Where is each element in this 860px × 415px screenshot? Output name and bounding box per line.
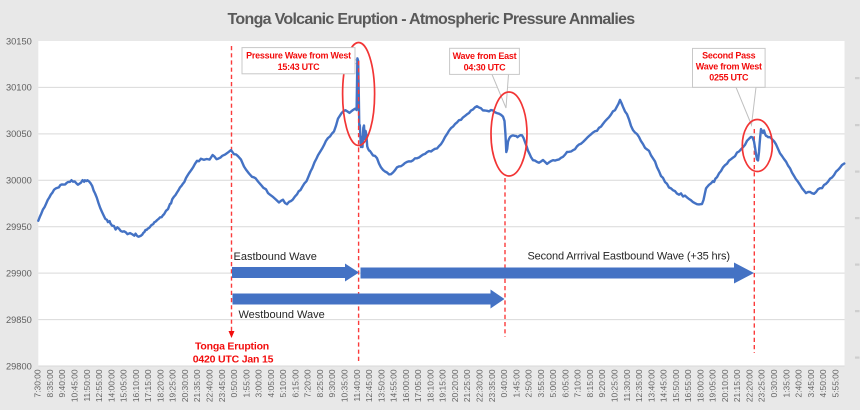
svg-text:3:00:00: 3:00:00 — [254, 369, 264, 397]
svg-text:0420 UTC Jan 15: 0420 UTC Jan 15 — [193, 354, 274, 366]
svg-text:15:43 UTC: 15:43 UTC — [278, 62, 321, 72]
svg-text:22:30:00: 22:30:00 — [475, 369, 485, 402]
svg-text:15:05:00: 15:05:00 — [119, 369, 129, 402]
svg-text:22:40:00: 22:40:00 — [205, 369, 215, 402]
svg-text:18:00:00: 18:00:00 — [695, 369, 705, 402]
svg-text:04:30 UTC: 04:30 UTC — [464, 63, 507, 73]
svg-text:1:55:00: 1:55:00 — [241, 369, 251, 397]
svg-text:5:00:00: 5:00:00 — [548, 369, 558, 397]
svg-text:0:40:00: 0:40:00 — [499, 369, 509, 397]
svg-text:20:20:00: 20:20:00 — [450, 369, 460, 402]
svg-text:18:10:00: 18:10:00 — [425, 369, 435, 402]
svg-text:11:40:00: 11:40:00 — [352, 369, 362, 401]
svg-text:30050: 30050 — [6, 129, 32, 139]
svg-text:19:25:00: 19:25:00 — [168, 369, 178, 402]
svg-text:12:35:00: 12:35:00 — [634, 369, 644, 402]
svg-text:12:45:00: 12:45:00 — [364, 369, 374, 402]
svg-text:9:40:00: 9:40:00 — [57, 369, 67, 397]
svg-text:6:15:00: 6:15:00 — [290, 369, 300, 397]
svg-text:9:30:00: 9:30:00 — [327, 369, 337, 397]
svg-text:30150: 30150 — [6, 36, 32, 46]
svg-text:0:30:00: 0:30:00 — [769, 369, 779, 397]
svg-text:2:50:00: 2:50:00 — [524, 369, 534, 397]
svg-text:Second Arrrival Eastbound Wave: Second Arrrival Eastbound Wave (+35 hrs) — [528, 251, 730, 263]
svg-text:20:10:00: 20:10:00 — [720, 369, 730, 402]
svg-text:21:15:00: 21:15:00 — [732, 369, 742, 402]
svg-text:23:35:00: 23:35:00 — [487, 369, 497, 402]
svg-text:5:10:00: 5:10:00 — [278, 369, 288, 397]
svg-text:Second Pass: Second Pass — [702, 50, 756, 60]
svg-text:7:20:00: 7:20:00 — [303, 369, 313, 397]
svg-text:19:15:00: 19:15:00 — [438, 369, 448, 402]
svg-text:8:25:00: 8:25:00 — [315, 369, 325, 397]
svg-text:29900: 29900 — [6, 268, 32, 278]
svg-text:Wave from West: Wave from West — [696, 62, 762, 72]
svg-text:Westbound Wave: Westbound Wave — [239, 309, 325, 321]
svg-text:8:35:00: 8:35:00 — [45, 369, 55, 397]
svg-text:0255 UTC: 0255 UTC — [709, 72, 749, 82]
svg-text:10:45:00: 10:45:00 — [70, 369, 80, 402]
svg-text:5:55:00: 5:55:00 — [830, 369, 840, 397]
svg-text:Tonga Eruption: Tonga Eruption — [195, 341, 269, 353]
svg-text:1:45:00: 1:45:00 — [511, 369, 521, 397]
svg-text:13:40:00: 13:40:00 — [646, 369, 656, 402]
svg-text:10:35:00: 10:35:00 — [340, 369, 350, 402]
svg-text:29800: 29800 — [6, 361, 32, 371]
svg-text:16:55:00: 16:55:00 — [683, 369, 693, 402]
svg-text:20:30:00: 20:30:00 — [180, 369, 190, 402]
svg-text:1:35:00: 1:35:00 — [781, 369, 791, 397]
svg-text:14:55:00: 14:55:00 — [389, 369, 399, 402]
svg-text:11:50:00: 11:50:00 — [82, 369, 92, 401]
svg-text:Pressure Wave from West: Pressure Wave from West — [246, 50, 351, 60]
svg-text:15:50:00: 15:50:00 — [671, 369, 681, 402]
svg-text:18:20:00: 18:20:00 — [155, 369, 165, 402]
svg-text:22:20:00: 22:20:00 — [745, 369, 755, 402]
svg-text:3:55:00: 3:55:00 — [536, 369, 546, 397]
svg-text:8:15:00: 8:15:00 — [585, 369, 595, 397]
svg-text:6:05:00: 6:05:00 — [560, 369, 570, 397]
svg-text:23:45:00: 23:45:00 — [217, 369, 227, 402]
svg-text:29950: 29950 — [6, 222, 32, 232]
svg-text:30100: 30100 — [6, 83, 32, 93]
svg-text:21:25:00: 21:25:00 — [462, 369, 472, 402]
svg-text:17:05:00: 17:05:00 — [413, 369, 423, 402]
svg-text:14:45:00: 14:45:00 — [659, 369, 669, 402]
svg-text:Eastbound Wave: Eastbound Wave — [234, 251, 317, 263]
svg-text:Wave from East: Wave from East — [453, 51, 517, 61]
svg-text:4:05:00: 4:05:00 — [266, 369, 276, 397]
svg-text:4:50:00: 4:50:00 — [818, 369, 828, 397]
svg-text:30000: 30000 — [6, 176, 32, 186]
svg-text:9:20:00: 9:20:00 — [597, 369, 607, 397]
svg-text:14:00:00: 14:00:00 — [106, 369, 116, 402]
svg-text:11:30:00: 11:30:00 — [622, 369, 632, 401]
svg-text:12:55:00: 12:55:00 — [94, 369, 104, 402]
svg-text:7:10:00: 7:10:00 — [573, 369, 583, 397]
svg-text:Tonga Volcanic Eruption - Atmo: Tonga Volcanic Eruption - Atmospheric Pr… — [228, 11, 636, 28]
svg-text:0:50:00: 0:50:00 — [229, 369, 239, 397]
svg-text:3:45:00: 3:45:00 — [806, 369, 816, 397]
svg-text:16:10:00: 16:10:00 — [131, 369, 141, 402]
svg-text:16:00:00: 16:00:00 — [401, 369, 411, 402]
svg-text:21:35:00: 21:35:00 — [192, 369, 202, 402]
svg-text:29850: 29850 — [6, 315, 32, 325]
svg-text:17:15:00: 17:15:00 — [143, 369, 153, 402]
svg-text:19:05:00: 19:05:00 — [708, 369, 718, 402]
svg-text:10:25:00: 10:25:00 — [610, 369, 620, 402]
svg-text:13:50:00: 13:50:00 — [376, 369, 386, 402]
svg-text:23:25:00: 23:25:00 — [757, 369, 767, 402]
svg-text:7:30:00: 7:30:00 — [33, 369, 43, 397]
svg-text:2:40:00: 2:40:00 — [794, 369, 804, 397]
